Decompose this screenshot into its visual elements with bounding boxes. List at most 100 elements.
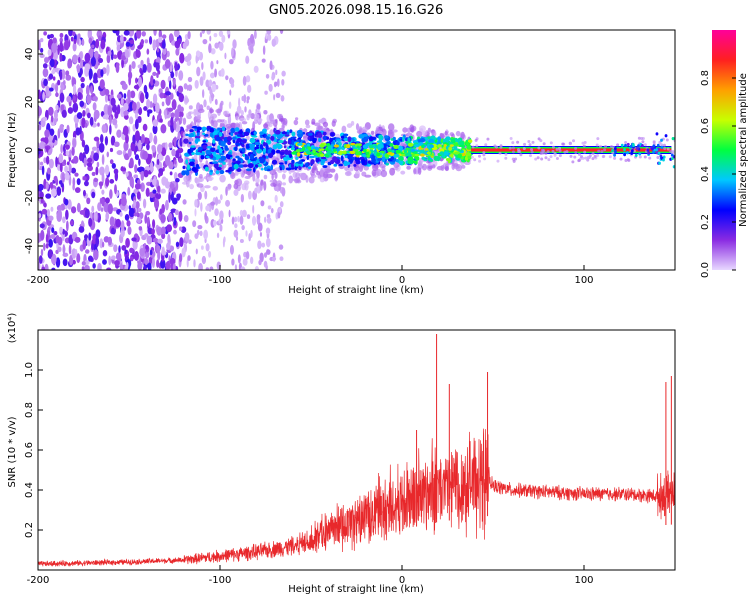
spectrogram-cell — [238, 97, 241, 108]
spectrogram-cell — [218, 30, 224, 37]
spectrogram-cell — [350, 120, 355, 126]
spectrogram-cell — [109, 216, 115, 227]
spectrogram-cell — [320, 167, 327, 172]
spectrogram-cell — [178, 93, 185, 103]
spectrogram-cell — [536, 156, 540, 160]
spectrogram-cell — [215, 136, 221, 142]
spectrogram-cell — [292, 178, 300, 182]
spectrogram-cell — [235, 142, 241, 146]
spectrogram-cell — [158, 36, 163, 43]
spectrogram-cell — [51, 267, 56, 270]
spectrogram-cell — [178, 157, 184, 163]
spectrogram-cell — [57, 246, 62, 253]
spectrogram-cell — [627, 159, 631, 163]
spectrogram-cell — [277, 113, 282, 120]
spectrogram-cell — [531, 140, 535, 144]
spectrogram-cell — [146, 48, 150, 55]
spectrogram-cell — [124, 249, 128, 255]
spectrogram-cell — [399, 159, 404, 166]
spectrogram-cell — [443, 151, 449, 156]
spectrogram-cell — [194, 177, 198, 184]
spectrogram-cell — [62, 228, 66, 235]
spectrogram-cell — [149, 101, 153, 109]
spectrogram-cell — [210, 147, 216, 151]
spectrogram-cell — [262, 128, 267, 133]
spectrogram-cell — [186, 124, 193, 130]
spectrogram-cell — [296, 152, 301, 157]
spectrogram-cell — [61, 172, 66, 183]
spectrogram-cell — [619, 157, 623, 161]
spectrogram-cell — [340, 135, 345, 139]
spectrogram-cell — [333, 163, 338, 167]
spectrogram-cell — [395, 158, 400, 163]
spectrogram-cell — [457, 149, 463, 152]
spectrogram-cell — [403, 149, 408, 154]
snr-series-line — [38, 428, 675, 567]
spectrogram-cell — [219, 136, 225, 140]
snr-y-tick-label: 0.8 — [24, 402, 35, 418]
spectrogram-cell — [320, 159, 326, 164]
spectrogram-cell — [358, 134, 365, 139]
snr-y-tick-label: 0.6 — [24, 442, 35, 458]
spectrogram-cell — [109, 147, 114, 153]
spectrogram-cell — [660, 145, 664, 149]
spectrogram-cell — [161, 34, 167, 39]
spectrogram-cell — [613, 153, 616, 157]
spectrogram-cell — [194, 199, 198, 208]
spectrogram-cell — [255, 177, 260, 184]
spectrogram-cell — [174, 61, 178, 72]
spectrogram-cell — [109, 189, 113, 200]
spectrogram-cell — [104, 88, 110, 96]
spectrogram-cell — [249, 143, 256, 148]
spectrogram-cell — [101, 124, 107, 134]
spectrogram-cell — [53, 175, 58, 182]
spectrogram-cell — [240, 109, 244, 116]
spectrogram-cell — [145, 91, 149, 100]
spectrogram-cell — [307, 166, 312, 170]
spectrogram-cell — [101, 241, 105, 248]
snr-y-multiplier: (x10⁴) — [7, 313, 18, 344]
spectrogram-cell — [145, 244, 149, 250]
spectrogram-cell — [271, 74, 275, 81]
spectrogram-cell — [174, 150, 180, 159]
spectrogram-cell — [436, 156, 441, 161]
spectrogram-cell — [392, 129, 398, 133]
spectrogram-cell — [107, 236, 112, 246]
spectrogram-cell — [366, 153, 371, 158]
spectrogram-cell — [160, 258, 166, 269]
spectrogram-cell — [430, 159, 434, 162]
spectrogram-cell — [68, 149, 72, 158]
spectrogram-cell — [123, 141, 129, 151]
spectrogram-cell — [90, 85, 93, 95]
spectrogram-cell — [234, 146, 238, 152]
spectrogram-cell — [258, 259, 262, 266]
spectrogram-cell — [171, 149, 176, 157]
spectrogram-cell — [275, 212, 279, 220]
spectrogram-cell — [157, 185, 161, 193]
spectrogram-cell — [455, 130, 461, 137]
spectrogram-cell — [315, 157, 320, 163]
spectrogram-cell — [482, 151, 486, 155]
spectrogram-cell — [260, 200, 265, 207]
spectrogram-cell — [460, 131, 465, 140]
spectrogram-cell — [143, 106, 148, 111]
spectrogram-cell — [448, 146, 453, 151]
spectrogram-cell — [514, 157, 518, 161]
spectrogram-cell — [89, 116, 94, 126]
spectrogram-cell — [242, 258, 248, 266]
colorbar-bar — [712, 30, 736, 270]
spectrogram-cell — [239, 239, 244, 244]
spectrogram-cell — [155, 192, 162, 200]
spectrogram-cell — [95, 38, 100, 49]
spectrogram-cell — [335, 139, 342, 142]
spectrogram-cell — [240, 193, 244, 203]
spectrogram-cell — [302, 131, 306, 135]
spectrogram-cell — [84, 264, 90, 270]
spectrogram-cell — [276, 143, 281, 147]
spectrogram-cell — [378, 134, 383, 140]
spectrogram-cell — [205, 205, 210, 212]
spectrogram-cell — [265, 144, 269, 150]
spectrogram-cell — [376, 169, 382, 177]
spectrogram-cell — [144, 257, 149, 266]
